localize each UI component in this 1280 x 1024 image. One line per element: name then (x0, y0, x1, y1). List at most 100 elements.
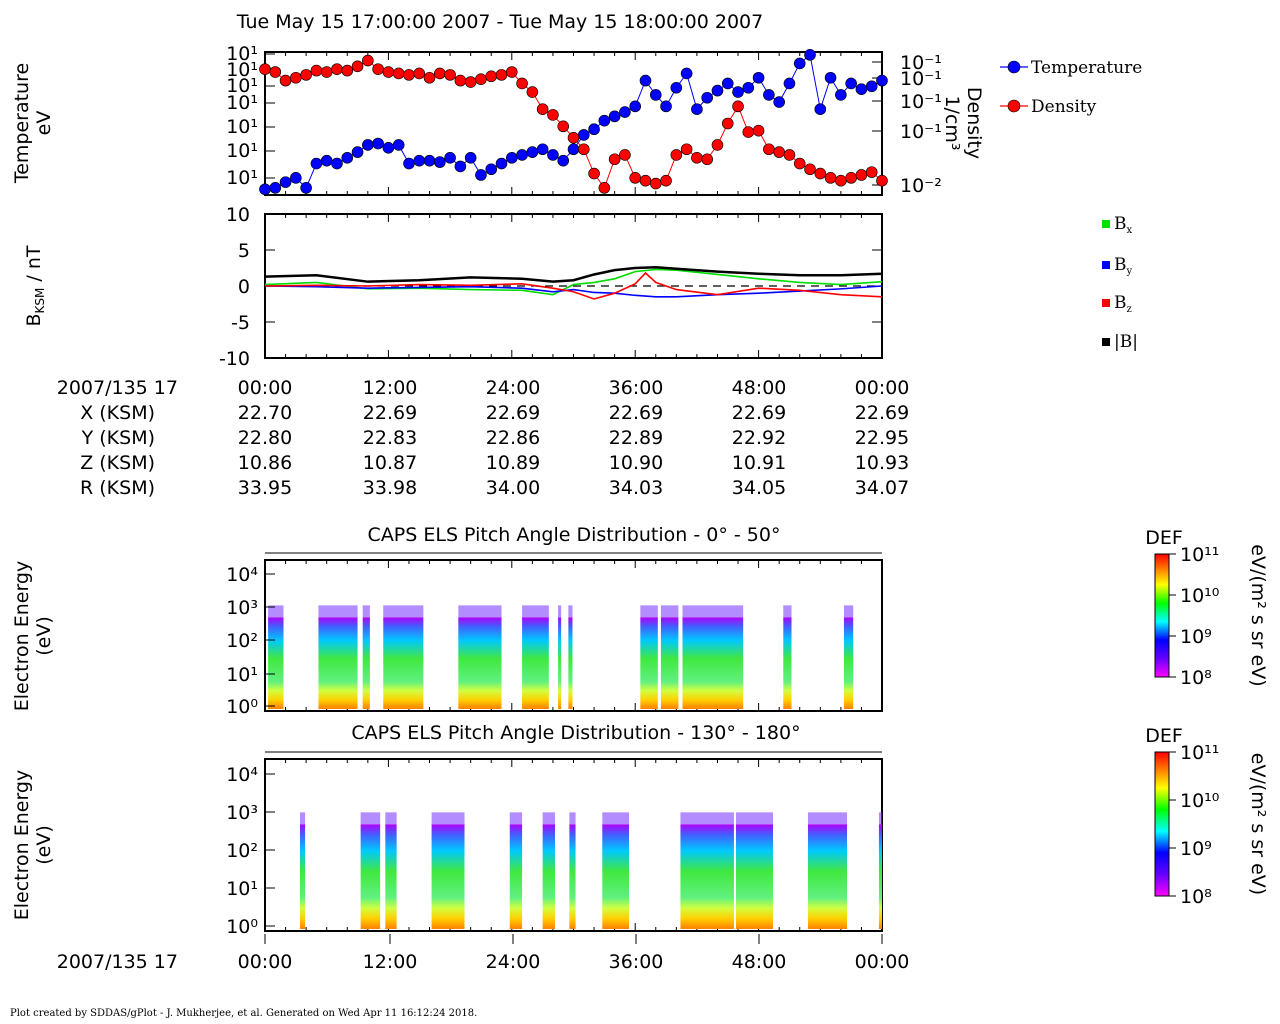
density-point (680, 143, 693, 156)
temperature-point (516, 149, 528, 161)
density-point (557, 120, 570, 133)
temperature-point (608, 110, 621, 123)
spectrogram-block (807, 824, 848, 929)
temperature-point (485, 163, 498, 176)
density-point (670, 149, 683, 161)
density-point (876, 174, 888, 187)
spectrogram-block (680, 824, 734, 929)
temperature-point (639, 74, 652, 87)
time-tick-label: 00:00 (238, 377, 293, 399)
density-point (434, 67, 446, 80)
density-point (732, 100, 744, 113)
colorbar-title: DEF (1145, 527, 1183, 549)
density-point (331, 63, 343, 75)
density-point (454, 74, 467, 87)
ephemeris-row-label: X (KSM) (80, 402, 155, 424)
temperature-point (732, 86, 744, 98)
colorbar (1154, 751, 1170, 897)
spectrogram-fringe (509, 812, 523, 825)
temperature-point (362, 139, 374, 151)
ephemeris-value: 33.95 (238, 477, 292, 499)
spectrogram-fringe (558, 605, 562, 618)
bmag-legend-marker (1102, 338, 1110, 346)
ephemeris-value: 33.98 (363, 477, 417, 499)
spectrogram-block (299, 824, 306, 929)
ephemeris-table: 2007/135 17 00:00 12:00 24:00 36:00 48:00 00:… (57, 377, 910, 499)
temperature-point (495, 157, 508, 170)
spectrogram-block (522, 617, 549, 709)
spectrogram-fringe (299, 812, 306, 825)
temperature-point (310, 157, 323, 170)
temperature-tick-label: 10¹ (226, 116, 258, 138)
density-point (814, 167, 827, 180)
pad-0-50-ylabel-1: Electron Energy (11, 561, 33, 712)
spectrogram-block (542, 824, 555, 929)
density-point (423, 71, 436, 84)
date-label-top: 2007/135 17 (57, 377, 178, 399)
density-point (865, 166, 878, 178)
bottom-time-tick-label: 24:00 (486, 951, 541, 973)
temperature-line (264, 53, 883, 190)
spectrogram-fringe (522, 605, 549, 618)
density-point (588, 167, 600, 180)
temperature-point (835, 89, 847, 101)
pad-0-50-title: CAPS ELS Pitch Angle Distribution - 0° -… (368, 524, 781, 546)
spectrogram-block (383, 617, 424, 709)
time-tick-label: 48:00 (732, 377, 787, 399)
time-tick-label: 36:00 (609, 377, 664, 399)
footer-credit: Plot created by SDDAS/gPlot - J. Mukherj… (10, 1008, 477, 1019)
colorbar-tick-label: 10¹⁰ (1180, 790, 1219, 812)
bottom-time-tick-label: 12:00 (363, 951, 418, 973)
density-point (793, 157, 806, 170)
bz-legend-marker (1102, 299, 1110, 307)
temperature-point (619, 106, 631, 118)
time-tick-label: 24:00 (486, 377, 541, 399)
density-point (392, 67, 405, 80)
temperature-point (434, 156, 446, 168)
magnetic-field-panel: BKSM / nT 10 5 0 -5 -10 Bx By Bz |B| (23, 204, 1138, 370)
by-line (264, 285, 883, 298)
temperature-point (793, 57, 806, 70)
spectrogram-block (431, 824, 465, 929)
by-legend-marker (1102, 261, 1110, 269)
b-tick-label: -10 (219, 348, 250, 370)
temperature-point (403, 157, 415, 170)
plot-title: Tue May 15 17:00:00 2007 - Tue May 15 18… (236, 11, 763, 33)
spectrogram-fringe (360, 812, 381, 825)
spectrogram-block (268, 617, 284, 709)
temperature-point (804, 49, 816, 61)
density-point (824, 172, 837, 184)
density-axis-label-2: 1/cm³ (941, 95, 963, 150)
density-tick-label: 10⁻¹ (900, 121, 942, 143)
density-legend-label: Density (1031, 97, 1097, 117)
density-point (855, 169, 868, 181)
ephemeris-value: 22.83 (363, 427, 417, 449)
density-axis-label-1: Density (963, 87, 985, 159)
density-point (485, 70, 498, 83)
density-point (783, 149, 796, 161)
colorbar-units: eV/(m² s sr eV) (1247, 544, 1269, 686)
temperature-point (547, 149, 559, 161)
spectrogram-block (735, 824, 773, 929)
bmag-line (264, 266, 883, 283)
density-point (351, 60, 364, 73)
spectrogram-fringe (660, 605, 679, 618)
spectrogram-fringe (783, 605, 792, 618)
colorbar-tick-label: 10⁹ (1180, 626, 1212, 648)
spectrogram-block (458, 617, 502, 709)
spectrogram-fringe (431, 812, 465, 825)
temperature-axis-label-2: eV (33, 111, 55, 136)
temperature-point (670, 81, 683, 94)
temperature-point (598, 114, 611, 127)
spectrogram-block (362, 617, 370, 709)
density-point (526, 86, 539, 98)
spectrogram-block (569, 824, 576, 929)
spectrogram-fringe (640, 605, 658, 618)
ephemeris-value: 22.95 (855, 427, 909, 449)
density-point (536, 103, 549, 115)
density-tick-label: 10⁻¹ (900, 52, 942, 74)
density-point (341, 64, 354, 77)
spectrogram-block (558, 617, 562, 709)
ephemeris-value: 22.69 (486, 402, 540, 424)
temperature-point (464, 152, 477, 164)
